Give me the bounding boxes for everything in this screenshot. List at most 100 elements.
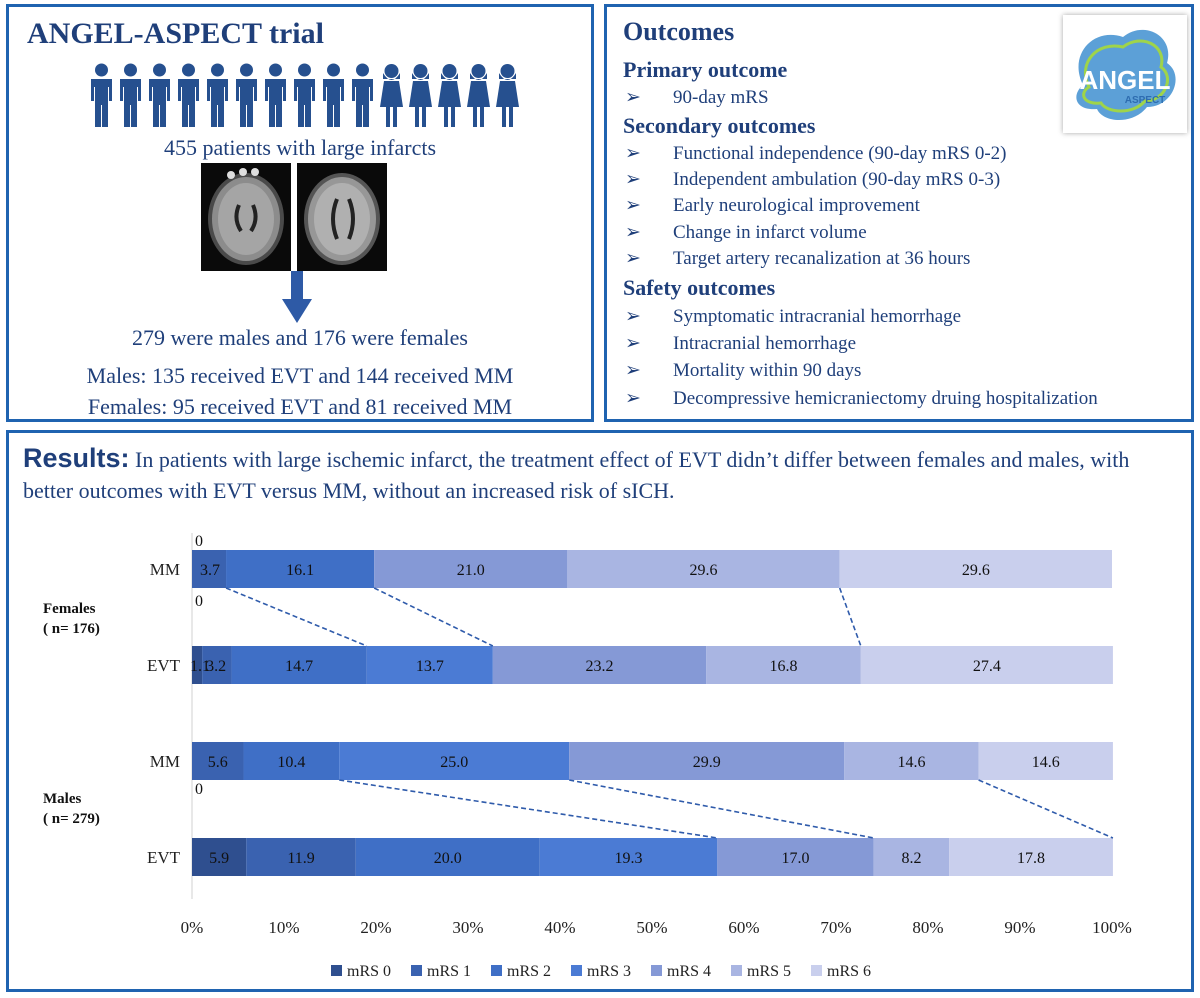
data-label: 14.7 bbox=[285, 658, 313, 675]
group-n-label: ( n= 279) bbox=[43, 811, 100, 827]
legend-swatch bbox=[331, 965, 342, 976]
bar-segment-males-mm-mrs1 bbox=[192, 742, 244, 780]
down-arrow-icon bbox=[282, 271, 312, 323]
data-label: 3.7 bbox=[200, 562, 220, 579]
male-person-icon bbox=[294, 63, 315, 127]
outcomes-title: Outcomes bbox=[623, 17, 735, 46]
bar-segment-males-evt-mrs1 bbox=[246, 838, 356, 876]
male-person-icon bbox=[236, 63, 257, 127]
data-label: 13.7 bbox=[416, 658, 444, 675]
legend-label: mRS 4 bbox=[667, 963, 711, 980]
x-tick-label: 0% bbox=[181, 918, 204, 937]
x-tick-label: 10% bbox=[268, 918, 299, 937]
svg-text:ANGEL: ANGEL bbox=[1080, 65, 1171, 95]
list-item: ➢ Early neurological improvement bbox=[625, 195, 920, 216]
bar-segment-females-evt-mrs4 bbox=[492, 646, 707, 684]
bar-segment-males-evt-mrs2 bbox=[355, 838, 540, 876]
bar-segment-males-evt-mrs5 bbox=[873, 838, 950, 876]
data-label: 3.2 bbox=[206, 658, 226, 675]
secondary-outcomes-heading: Secondary outcomes bbox=[623, 113, 816, 138]
data-label: 20.0 bbox=[434, 850, 462, 867]
ct-scan-image-2 bbox=[297, 163, 387, 271]
bar-segment-females-evt-mrs2 bbox=[231, 646, 367, 684]
bar-segment-females-evt-mrs0 bbox=[192, 646, 203, 684]
legend-label: mRS 6 bbox=[827, 963, 871, 980]
male-person-icon bbox=[178, 63, 199, 127]
x-tick-label: 40% bbox=[544, 918, 575, 937]
female-person-icon bbox=[467, 64, 490, 127]
legend-swatch bbox=[811, 965, 822, 976]
bar-segment-males-mm-mrs5 bbox=[844, 742, 979, 780]
patient-icons bbox=[87, 63, 522, 129]
svg-text:ASPECT: ASPECT bbox=[1125, 95, 1166, 106]
data-label: 10.4 bbox=[277, 754, 305, 771]
male-person-icon bbox=[149, 63, 170, 127]
data-label: 14.6 bbox=[1032, 754, 1060, 771]
male-person-icon bbox=[323, 63, 344, 127]
male-person-icon bbox=[120, 63, 141, 127]
data-label: 17.8 bbox=[1017, 850, 1045, 867]
ct-scan-image-1 bbox=[201, 163, 291, 271]
bar-category-label: EVT bbox=[147, 656, 181, 675]
data-label: 29.6 bbox=[690, 562, 718, 579]
list-item: ➢ Target artery recanalization at 36 hour… bbox=[625, 248, 971, 269]
results-text: In patients with large ischemic infarct,… bbox=[23, 447, 1130, 503]
data-label: 1.1 bbox=[190, 658, 210, 675]
legend-swatch bbox=[651, 965, 662, 976]
outcomes-panel: Outcomes Primary outcome ➢ 90-day mRS Sec… bbox=[604, 4, 1194, 422]
bar-segment-males-mm-mrs3 bbox=[339, 742, 570, 780]
data-label: 5.6 bbox=[208, 754, 228, 771]
male-person-icon bbox=[352, 63, 373, 127]
dashed-connector-line bbox=[838, 587, 862, 647]
data-label: 0 bbox=[195, 593, 203, 610]
bar-segment-females-evt-mrs6 bbox=[860, 646, 1113, 684]
data-label: 16.1 bbox=[286, 562, 314, 579]
bar-segment-females-evt-mrs3 bbox=[366, 646, 493, 684]
dashed-connector-line bbox=[339, 779, 718, 839]
x-tick-label: 30% bbox=[452, 918, 483, 937]
bar-segment-males-mm-mrs4 bbox=[569, 742, 845, 780]
data-label: 19.3 bbox=[615, 850, 643, 867]
female-person-icon bbox=[409, 64, 432, 127]
legend-label: mRS 0 bbox=[347, 963, 391, 980]
legend-swatch bbox=[491, 965, 502, 976]
data-label: 29.6 bbox=[962, 562, 990, 579]
primary-outcome-heading: Primary outcome bbox=[623, 57, 788, 82]
dashed-connector-line bbox=[225, 587, 368, 647]
dashed-connector-line bbox=[978, 779, 1114, 839]
x-tick-label: 60% bbox=[728, 918, 759, 937]
safety-outcomes-heading: Safety outcomes bbox=[623, 275, 776, 300]
bar-segment-males-mm-mrs2 bbox=[243, 742, 340, 780]
data-label: 11.9 bbox=[287, 850, 314, 867]
data-label: 17.0 bbox=[782, 850, 810, 867]
x-tick-label: 70% bbox=[820, 918, 851, 937]
bar-category-label: MM bbox=[150, 752, 180, 771]
sex-split: 279 were males and 176 were females bbox=[132, 325, 468, 350]
bar-segment-males-evt-mrs4 bbox=[717, 838, 874, 876]
legend-swatch bbox=[571, 965, 582, 976]
legend-label: mRS 3 bbox=[587, 963, 631, 980]
bar-category-label: EVT bbox=[147, 848, 181, 867]
male-person-icon bbox=[265, 63, 286, 127]
data-label: 16.8 bbox=[770, 658, 798, 675]
x-tick-label: 20% bbox=[360, 918, 391, 937]
legend-swatch bbox=[731, 965, 742, 976]
female-person-icon bbox=[380, 64, 403, 127]
bar-segment-males-evt-mrs0 bbox=[192, 838, 247, 876]
dashed-connector-line bbox=[569, 779, 874, 839]
bar-segment-males-evt-mrs6 bbox=[949, 838, 1113, 876]
bar-segment-females-evt-mrs1 bbox=[202, 646, 232, 684]
bar-segment-males-evt-mrs3 bbox=[539, 838, 718, 876]
female-person-icon bbox=[496, 64, 519, 127]
male-person-icon bbox=[207, 63, 228, 127]
list-item: ➢ Decompressive hemicraniectomy druing ho… bbox=[625, 388, 1098, 409]
legend-label: mRS 2 bbox=[507, 963, 551, 980]
list-item: ➢ Symptomatic intracranial hemorrhage bbox=[625, 306, 962, 327]
data-label: 14.6 bbox=[897, 754, 925, 771]
data-label: 21.0 bbox=[457, 562, 485, 579]
trial-title: ANGEL-ASPECT trial bbox=[27, 17, 324, 50]
legend-swatch bbox=[411, 965, 422, 976]
group-n-label: ( n= 176) bbox=[43, 621, 100, 637]
x-tick-label: 100% bbox=[1092, 918, 1132, 937]
patients-count: 455 patients with large infarcts bbox=[163, 135, 437, 160]
